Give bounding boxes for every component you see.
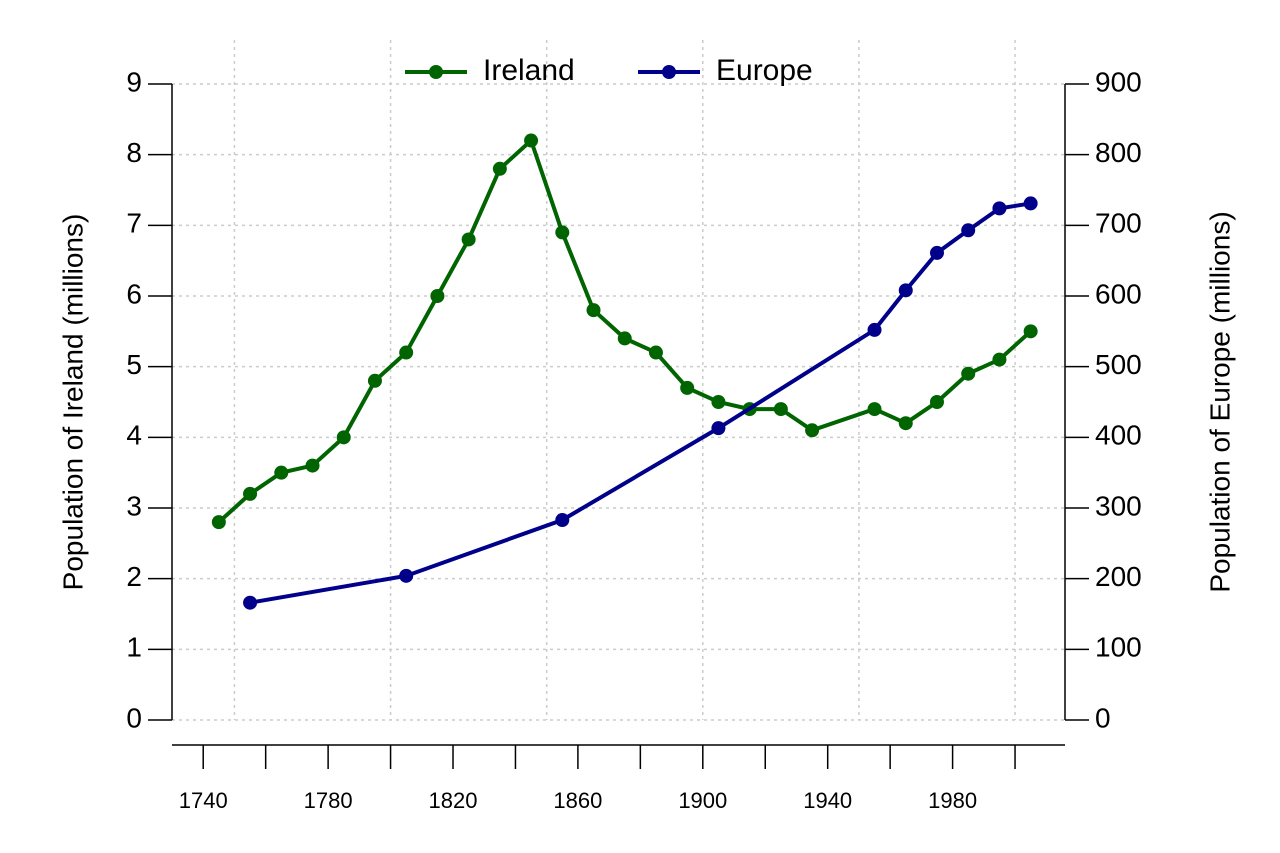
data-point [1023,324,1038,339]
data-point [555,513,570,528]
data-point [524,133,539,148]
y-tick-label: 2 [126,561,142,592]
y2-axis-label: Population of Europe (millions) [1204,211,1235,592]
x-tick-label: 1780 [304,788,353,813]
data-point [305,458,320,473]
data-point [648,345,663,360]
data-point [898,283,913,298]
data-point [992,201,1007,216]
data-point [961,366,976,381]
data-point [243,486,258,501]
legend-label: Ireland [483,54,575,87]
y-tick-label: 0 [126,702,142,733]
y2-tick-label: 600 [1095,278,1142,309]
legend-marker [429,65,443,79]
y-tick-label: 9 [126,66,142,97]
x-tick-label: 1940 [803,788,852,813]
data-point [992,352,1007,367]
y2-tick-label: 200 [1095,561,1142,592]
x-tick-label: 1900 [678,788,727,813]
data-point [617,331,632,346]
y-tick-label: 8 [126,137,142,168]
y2-tick-label: 800 [1095,137,1142,168]
data-point [867,322,882,337]
y-axis-label: Population of Ireland (millions) [57,214,88,591]
data-point [336,430,351,445]
y2-tick-label: 400 [1095,420,1142,451]
series-line [217,137,1032,524]
y2-tick-label: 0 [1095,702,1111,733]
data-point [867,402,882,417]
data-point [211,515,226,530]
data-point [680,380,695,395]
data-point [711,395,726,409]
y-tick-label: 4 [126,420,142,451]
data-point [555,225,570,240]
y-tick-label: 1 [126,632,142,663]
data-point [961,223,976,238]
data-point [399,568,414,583]
x-tick-label: 1980 [928,788,977,813]
data-point [243,595,258,610]
x-tick-label: 1820 [429,788,478,813]
data-point [711,421,726,436]
data-point [430,289,445,303]
legend-marker [662,65,676,79]
data-point [929,395,944,409]
y2-tick-label: 900 [1095,66,1142,97]
y2-tick-label: 100 [1095,632,1142,663]
legend-label: Europe [716,54,813,87]
series-line [249,201,1031,605]
y2-tick-label: 500 [1095,349,1142,380]
data-point [274,465,289,480]
y-tick-label: 5 [126,349,142,380]
data-point [461,232,476,247]
data-point [773,402,788,417]
data-point [367,373,382,388]
y2-tick-label: 700 [1095,208,1142,239]
data-point [929,245,944,260]
data-point [1023,196,1038,211]
y-tick-label: 3 [126,490,142,521]
y-tick-label: 7 [126,208,142,239]
y2-tick-label: 300 [1095,490,1142,521]
x-tick-label: 1740 [179,788,228,813]
data-point [586,303,601,318]
data-point [492,161,507,176]
data-point [399,345,414,360]
x-tick-label: 1860 [553,788,602,813]
data-point [805,423,820,438]
y-tick-label: 6 [126,278,142,309]
data-point [898,416,913,431]
